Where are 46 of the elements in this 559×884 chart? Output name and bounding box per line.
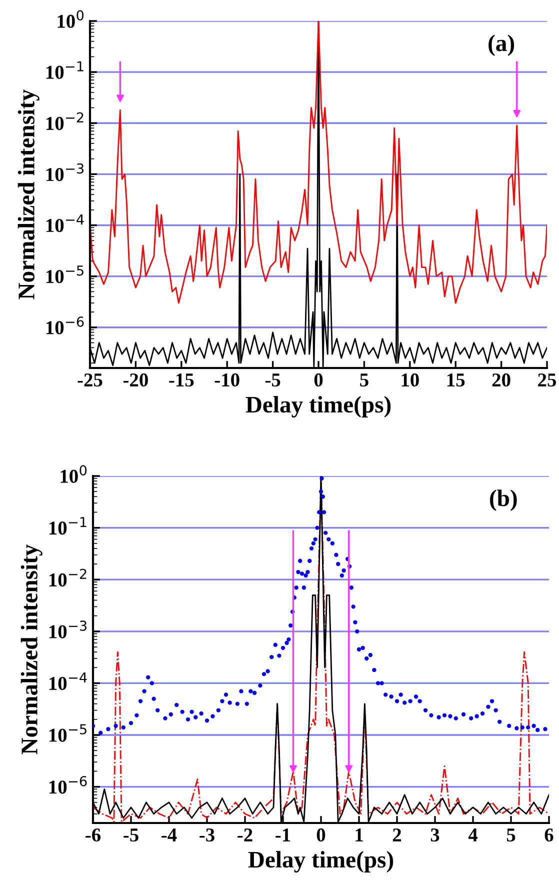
x-tick-label: 2: [392, 828, 402, 842]
x-tick-label: -5: [265, 374, 280, 387]
y-axis-title: Normalized intensity: [18, 89, 40, 300]
y-tick-label: 10$^{−5}$: [49, 724, 86, 742]
x-tick-label: -3: [200, 828, 214, 842]
y-tick-label: 10$^{−4}$: [46, 214, 84, 232]
y-tick-label: 10$^{0}$: [60, 465, 87, 483]
y-tick-label: 10$^{0}$: [58, 10, 84, 28]
x-tick-label: -5: [124, 828, 138, 842]
x-axis-title: Delay time(ps): [246, 396, 391, 418]
y-tick-label: 10$^{−5}$: [46, 266, 84, 284]
x-tick-label: 6: [544, 828, 554, 842]
x-tick-label: 0: [314, 373, 323, 387]
y-tick-label: 10$^{−1}$: [49, 517, 86, 535]
y-tick-label: 10$^{−3}$: [49, 620, 86, 638]
y-tick-label: 10$^{−1}$: [46, 61, 84, 79]
x-tick-label: -15: [169, 374, 194, 387]
x-axis-title: Delay time(ps): [248, 851, 394, 873]
x-tick-label: 5: [360, 374, 368, 387]
x-tick-label: 15: [447, 374, 465, 387]
line-series: [93, 476, 549, 823]
x-tick-label: 0: [316, 828, 326, 842]
y-tick-label: 10$^{−4}$: [49, 672, 87, 690]
x-tick-label: 20: [492, 373, 510, 387]
y-tick-label: 10$^{−6}$: [46, 316, 84, 334]
x-tick-label: -6: [86, 828, 101, 842]
y-tick-label: 10$^{−2}$: [49, 568, 86, 587]
x-tick-label: 25: [538, 373, 556, 387]
x-tick-label: 10: [402, 373, 419, 387]
x-tick-label: -2: [238, 828, 252, 842]
x-tick-label: 4: [468, 828, 478, 842]
x-tick-label: -20: [123, 373, 148, 387]
y-tick-label: 10$^{−3}$: [46, 163, 84, 182]
y-tick-label: 10$^{−2}$: [46, 112, 84, 130]
y-axis-title: Normalized intensity: [20, 544, 42, 754]
x-tick-label: 1: [356, 828, 363, 842]
x-tick-label: -4: [162, 828, 177, 842]
x-tick-label: -25: [78, 373, 102, 387]
x-tick-label: 5: [506, 828, 516, 842]
x-tick-label: 3: [430, 828, 440, 842]
x-tick-label: -1: [276, 828, 290, 842]
line-series: [90, 21, 547, 304]
annotation: (b): [490, 490, 517, 511]
x-tick-label: -10: [214, 373, 240, 387]
y-tick-label: 10$^{−6}$: [49, 776, 87, 794]
annotation: (a): [488, 34, 514, 56]
